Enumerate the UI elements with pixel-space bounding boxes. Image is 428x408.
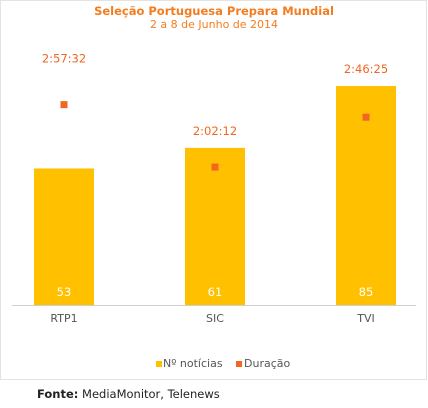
point-value-label: 2:02:12 [193, 124, 237, 138]
bar-value-label: 53 [57, 285, 72, 299]
legend-swatch-noticias [156, 361, 162, 367]
legend-label-noticias: Nº notícias [163, 357, 223, 370]
bar-value-label: 61 [208, 285, 223, 299]
bar-sic [185, 147, 245, 305]
point-sic [211, 163, 219, 171]
source-text: MediaMonitor, Telenews [78, 387, 220, 401]
source-note: Fonte: MediaMonitor, Telenews [37, 387, 220, 401]
x-tick-label: TVI [356, 312, 375, 325]
legend-swatch-duracao [236, 361, 242, 367]
x-tick-label: SIC [206, 312, 224, 325]
bar-tvi [336, 86, 396, 305]
point-value-label: 2:57:32 [42, 52, 86, 66]
point-rtp1 [60, 101, 68, 109]
bar-rtp1 [34, 168, 94, 305]
point-value-label: 2:46:25 [344, 62, 388, 76]
chart-title: Seleção Portuguesa Prepara Mundial [94, 4, 334, 18]
chart-subtitle: 2 a 8 de Junho de 2014 [149, 18, 279, 31]
legend-label-duracao: Duração [244, 357, 290, 370]
chart-svg: 53 RTP1 2:57:32 61 SIC 2:02:12 85 TVI 2:46:25 Nº … [12, 52, 416, 370]
point-tvi [362, 113, 370, 121]
source-label: Fonte: [37, 387, 79, 401]
x-tick-label: RTP1 [50, 312, 77, 325]
bar-value-label: 85 [359, 285, 374, 299]
